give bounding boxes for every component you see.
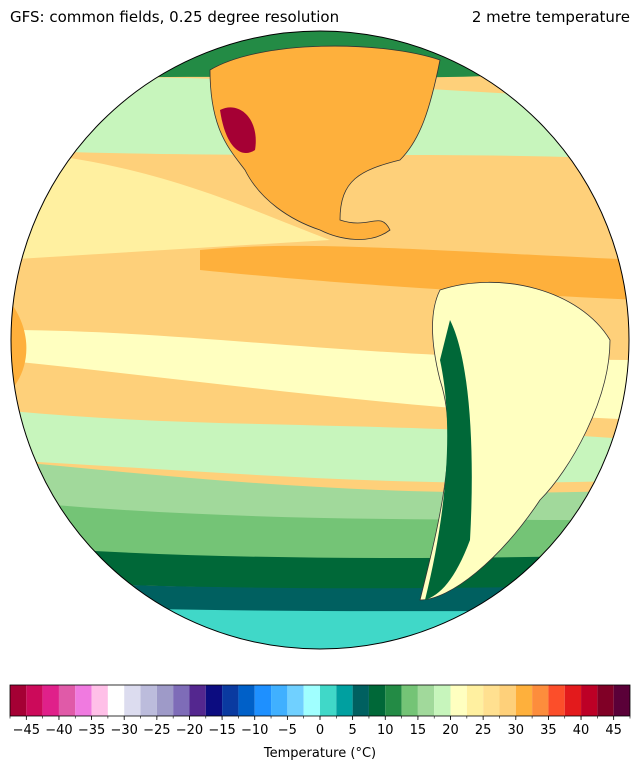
colorbar-segment — [597, 685, 614, 716]
colorbar-segment — [450, 685, 467, 716]
colorbar-segment — [189, 685, 206, 716]
tick-label: −30 — [110, 723, 137, 738]
colorbar-segment — [287, 685, 304, 716]
colorbar-segment — [205, 685, 223, 716]
colorbar-segment — [42, 685, 59, 716]
colorbar-segment — [173, 685, 190, 716]
colorbar-segment — [613, 685, 630, 716]
right-title: 2 metre temperature — [472, 8, 630, 26]
colorbar-segment — [548, 685, 565, 716]
colorbar-segment — [336, 685, 353, 716]
colorbar-segment — [107, 685, 125, 716]
tick-label: 40 — [573, 723, 590, 738]
globe-outline — [10, 30, 630, 650]
tick-label: −5 — [278, 723, 297, 738]
tick-label: 5 — [348, 723, 356, 738]
tick-label: −15 — [208, 723, 235, 738]
tick-label: 30 — [508, 723, 525, 738]
tick-label: 0 — [316, 723, 324, 738]
colorbar-segment — [581, 685, 598, 716]
colorbar-segment — [368, 685, 386, 716]
tick-label: 20 — [442, 723, 459, 738]
colorbar-segment — [10, 685, 27, 716]
colorbar-label: Temperature (°C) — [263, 746, 376, 761]
colorbar-segment — [91, 685, 108, 716]
colorbar-segment — [320, 685, 337, 716]
colorbar-segment — [466, 685, 484, 716]
tick-label: −20 — [176, 723, 203, 738]
tick-label: −45 — [13, 723, 40, 738]
tick-label: 45 — [605, 723, 622, 738]
colorbar-segment — [140, 685, 157, 716]
colorbar-segment — [401, 685, 418, 716]
colorbar-segment — [254, 685, 272, 716]
colorbar-segment — [75, 685, 92, 716]
colorbar-segment — [417, 685, 435, 716]
colorbar-segment — [499, 685, 516, 716]
colorbar-segment — [26, 685, 43, 716]
tick-label: 10 — [377, 723, 394, 738]
colorbar-segment — [58, 685, 76, 716]
colorbar-segment — [156, 685, 174, 716]
colorbar-segment — [483, 685, 500, 716]
tick-label: −25 — [143, 723, 170, 738]
colorbar-segment — [515, 685, 533, 716]
colorbar-segment — [271, 685, 288, 716]
globe-map — [11, 31, 629, 649]
tick-label: −35 — [78, 723, 105, 738]
tick-label: 15 — [410, 723, 427, 738]
tick-label: −10 — [241, 723, 268, 738]
colorbar-segment — [564, 685, 582, 716]
colorbar-segment — [124, 685, 141, 716]
tick-label: 35 — [540, 723, 557, 738]
colorbar-frame — [9, 684, 631, 717]
tick-label: 25 — [475, 723, 492, 738]
left-title: GFS: common fields, 0.25 degree resoluti… — [10, 8, 339, 26]
colorbar-segment — [532, 685, 549, 716]
colorbar-segment — [238, 685, 255, 716]
tick-label: −40 — [45, 723, 72, 738]
colorbar-segment — [385, 685, 402, 716]
colorbar-segment — [303, 685, 320, 716]
colorbar-segment — [222, 685, 239, 716]
colorbar-segment — [434, 685, 451, 716]
colorbar-segment — [352, 685, 369, 716]
